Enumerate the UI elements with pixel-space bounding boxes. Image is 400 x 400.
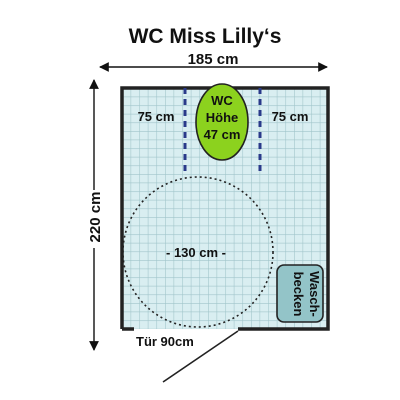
wc-toilet [195,83,249,161]
turning-circle-label: - 130 cm - [166,245,226,260]
door-leaf [162,330,239,383]
wc-height-value: 47 cm [204,127,241,142]
right-clearance-label: 75 cm [272,109,309,124]
wash-basin-label-line1: Wasch- [307,271,322,317]
wc-height-label: Höhe [206,110,239,125]
door-label: Tür 90cm [136,334,194,349]
height-label-backdrop [84,190,104,248]
room-walls [120,86,330,331]
wash-basin [276,264,324,323]
height-label: 220 cm [87,192,104,243]
wc-label: WC [211,93,233,108]
width-label: 185 cm [188,51,239,68]
page-title: WC Miss Lilly‘s [129,25,282,48]
turning-circle [122,176,274,328]
wash-basin-label-line2: becken [291,272,306,317]
left-clearance-label: 75 cm [138,109,175,124]
